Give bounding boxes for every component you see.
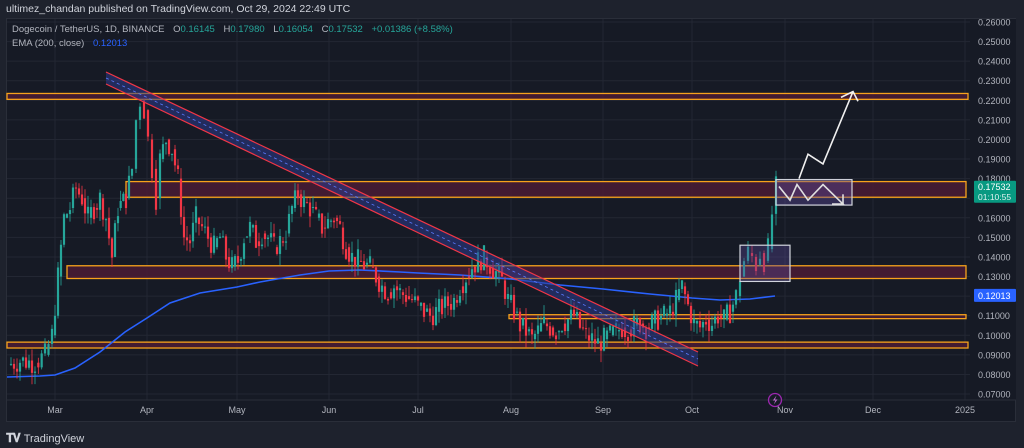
symbol-title[interactable]: Dogecoin / TetherUS, 1D, BINANCE — [12, 24, 165, 35]
low-value: 0.16054 — [278, 24, 313, 35]
ema-label[interactable]: EMA (200, close) — [12, 38, 85, 49]
svg-text:2025: 2025 — [955, 405, 975, 415]
svg-text:Jul: Jul — [412, 405, 424, 415]
svg-text:0.11000: 0.11000 — [978, 311, 1010, 321]
svg-text:Dec: Dec — [865, 405, 882, 415]
svg-text:0.15000: 0.15000 — [978, 233, 1011, 243]
svg-text:0.08000: 0.08000 — [978, 370, 1011, 380]
svg-text:May: May — [228, 405, 246, 415]
price-axis: 0.26000 0.25000 0.24000 0.23000 0.22000 0.210… — [970, 18, 1016, 400]
svg-text:Apr: Apr — [140, 405, 154, 415]
svg-text:0.17532: 0.17532 — [978, 182, 1011, 192]
svg-text:0.21000: 0.21000 — [978, 115, 1011, 125]
candlesticks — [9, 98, 778, 385]
open-value: 0.16145 — [180, 24, 215, 35]
svg-text:0.24000: 0.24000 — [978, 57, 1011, 67]
ema-200-line — [6, 269, 776, 378]
ema-value: 0.12013 — [92, 38, 128, 49]
svg-text:0.20000: 0.20000 — [978, 135, 1011, 145]
svg-text:0.12013: 0.12013 — [978, 291, 1011, 301]
svg-text:Nov: Nov — [777, 405, 794, 415]
brand-name[interactable]: TradingView — [23, 432, 85, 445]
svg-text:0.13000: 0.13000 — [978, 272, 1011, 282]
svg-text:0.16000: 0.16000 — [978, 213, 1011, 223]
published-caption: ultimez_chandan published on TradingView… — [6, 3, 351, 15]
ohlc-row: Dogecoin / TetherUS, 1D, BINANCE O0.1614… — [12, 24, 453, 35]
svg-text:Aug: Aug — [503, 405, 519, 415]
close-value: 0.17532 — [328, 24, 363, 35]
svg-text:Mar: Mar — [47, 405, 63, 415]
tradingview-logo-icon[interactable]: 𝐓𝐕 — [6, 431, 21, 445]
svg-text:0.14000: 0.14000 — [978, 252, 1011, 262]
svg-text:0.19000: 0.19000 — [978, 155, 1011, 165]
svg-text:0.18000: 0.18000 — [978, 174, 1011, 184]
svg-text:Sep: Sep — [595, 405, 611, 415]
svg-text:0.10000: 0.10000 — [978, 331, 1011, 341]
annotations — [739, 90, 859, 283]
time-axis: Mar Apr May Jun Jul Aug Sep Oct Nov Dec 2025 — [7, 399, 1016, 415]
svg-text:0.23000: 0.23000 — [978, 76, 1011, 86]
chart-legend: Dogecoin / TetherUS, 1D, BINANCE O0.1614… — [12, 23, 453, 51]
footer: 𝐓𝐕 TradingView — [6, 431, 84, 446]
svg-text:0.09000: 0.09000 — [978, 350, 1011, 360]
svg-text:0.25000: 0.25000 — [978, 37, 1011, 47]
support-resistance-zones — [6, 92, 969, 349]
svg-text:0.22000: 0.22000 — [978, 96, 1011, 106]
svg-text:01:10:55: 01:10:55 — [978, 192, 1011, 202]
svg-text:0.26000: 0.26000 — [978, 18, 1011, 28]
svg-text:Oct: Oct — [685, 405, 700, 415]
svg-text:0.07000: 0.07000 — [978, 390, 1011, 400]
svg-text:Jun: Jun — [322, 405, 337, 415]
change-value: +0.01386 (+8.58%) — [371, 24, 453, 35]
ema-row: EMA (200, close) 0.12013 — [12, 37, 453, 51]
high-value: 0.17980 — [230, 24, 265, 35]
descending-channel — [105, 71, 699, 367]
event-lightning-icon[interactable] — [767, 392, 783, 408]
